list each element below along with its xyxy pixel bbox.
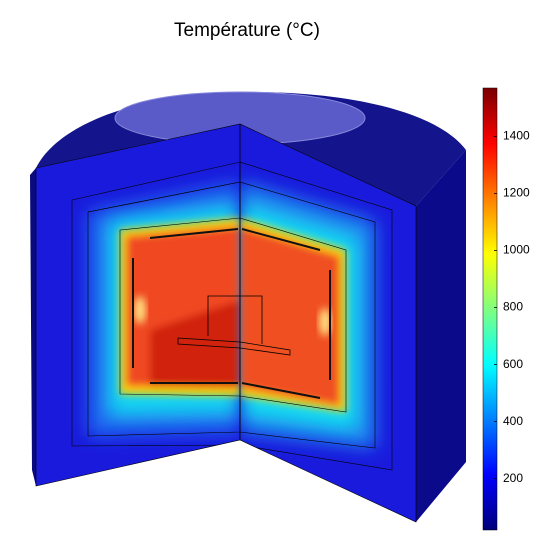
colorbar-tick-label: 400 — [503, 414, 523, 428]
colorbar-tick-label: 1400 — [503, 129, 530, 143]
colorbar-tick-label: 1200 — [503, 186, 530, 200]
colorbar-tick-label: 800 — [503, 300, 523, 314]
chart-title: Température (°C) — [174, 20, 320, 41]
colorbar-tick-label: 200 — [503, 471, 523, 485]
colorbar-tick-label: 600 — [503, 357, 523, 371]
model — [30, 91, 466, 523]
colorbar — [482, 87, 498, 531]
colorbar-tick-label: 1000 — [503, 243, 530, 257]
